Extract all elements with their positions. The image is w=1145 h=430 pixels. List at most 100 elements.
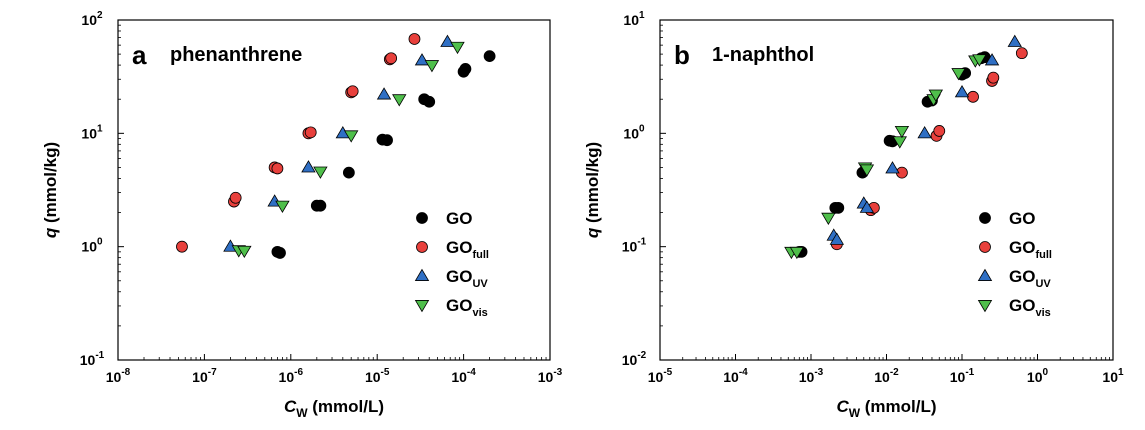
- x-tick-label: 10-3: [799, 367, 824, 385]
- legend-marker: [979, 241, 991, 253]
- y-axis-label: q (mmol/kg): [583, 142, 602, 238]
- data-point: [381, 134, 393, 147]
- data-point: [408, 33, 421, 45]
- x-axis-label: CW (mmol/L): [284, 397, 384, 420]
- y-tick-label: 10-2: [622, 350, 647, 368]
- y-tick-base: 10: [81, 12, 97, 28]
- data-point: [954, 85, 970, 98]
- compound-name: phenanthrene: [170, 44, 302, 66]
- x-tick-label: 10-5: [365, 367, 390, 385]
- legend-label-main: GO: [446, 296, 472, 315]
- data-point: [271, 162, 284, 175]
- series-GOfull: [176, 33, 421, 253]
- x-tick-exponent: -3: [553, 367, 562, 378]
- legend-label: GOUV: [446, 267, 488, 290]
- y-tick-exponent: 1: [97, 123, 103, 134]
- series-GO: [793, 51, 991, 258]
- panel-label: a: [132, 40, 147, 70]
- y-tick-exponent: 2: [97, 10, 103, 21]
- data-point: [894, 125, 910, 139]
- x-tick-label: 10-1: [950, 367, 975, 385]
- x-tick-exponent: -5: [663, 367, 672, 378]
- x-tick-exponent: -5: [381, 367, 390, 378]
- x-tick-base: 10: [723, 369, 739, 385]
- x-axis-label-unit: (mmol/L): [860, 397, 937, 416]
- series-GOvis: [784, 54, 987, 260]
- compound-name: 1-naphthol: [712, 44, 814, 66]
- y-axis-label: q (mmol/kg): [41, 142, 60, 238]
- legend-label: GOvis: [1009, 296, 1051, 319]
- legend-marker: [977, 268, 993, 281]
- data-point: [972, 54, 987, 67]
- y-tick-exponent: -2: [637, 350, 646, 361]
- y-tick-exponent: -1: [637, 237, 646, 248]
- legend-label-main: GO: [446, 238, 472, 257]
- data-point: [176, 240, 188, 253]
- y-axis-label-main: q: [41, 227, 60, 238]
- legend-label-subscript: full: [472, 249, 489, 261]
- data-point: [459, 63, 472, 75]
- y-tick-base: 10: [623, 12, 639, 28]
- x-tick-base: 10: [1102, 369, 1118, 385]
- x-tick-base: 10: [648, 369, 664, 385]
- data-point: [483, 50, 496, 63]
- x-tick-label: 10-7: [192, 367, 217, 385]
- data-point: [237, 245, 252, 259]
- data-point: [928, 89, 944, 102]
- data-point: [314, 199, 327, 212]
- x-tick-base: 10: [106, 369, 122, 385]
- y-tick-base: 10: [81, 239, 97, 255]
- y-tick-label: 10-1: [622, 237, 647, 255]
- x-tick-label: 10-6: [279, 367, 304, 385]
- x-tick-exponent: -6: [294, 367, 303, 378]
- legend-label-subscript: UV: [1035, 278, 1051, 290]
- data-point: [423, 95, 436, 108]
- series-GOUV: [223, 34, 455, 252]
- x-tick-base: 10: [950, 369, 966, 385]
- data-point: [385, 52, 398, 65]
- data-point: [376, 87, 392, 100]
- x-axis-label-subscript: W: [849, 406, 861, 420]
- x-axis-label-unit: (mmol/L): [308, 397, 385, 416]
- legend-label: GOvis: [446, 296, 488, 319]
- data-point: [821, 212, 836, 226]
- data-point: [304, 126, 317, 139]
- data-point: [829, 232, 845, 245]
- x-tick-label: 101: [1102, 367, 1124, 385]
- data-point: [392, 94, 407, 107]
- data-point: [274, 247, 286, 259]
- panel-a: 10-8 10-7 10-6 10-5 10-4 10-310-1100101102CW …: [41, 10, 563, 420]
- y-tick-base: 10: [622, 352, 638, 368]
- x-tick-base: 10: [538, 369, 554, 385]
- x-tick-exponent: -3: [814, 367, 823, 378]
- y-tick-label: 101: [81, 123, 103, 141]
- x-tick-base: 10: [1027, 369, 1043, 385]
- data-point: [1007, 34, 1022, 47]
- data-point: [832, 201, 845, 214]
- legend-label-subscript: UV: [472, 278, 488, 290]
- y-tick-label: 101: [623, 10, 645, 28]
- series-GOfull: [830, 47, 1028, 251]
- legend-label-subscript: vis: [1035, 307, 1050, 319]
- y-tick-label: 102: [81, 10, 103, 28]
- x-tick-base: 10: [874, 369, 890, 385]
- data-point: [414, 53, 430, 66]
- x-tick-label: 10-4: [723, 367, 748, 385]
- y-tick-base: 10: [80, 352, 96, 368]
- data-point: [892, 136, 907, 149]
- x-tick-label: 10-2: [874, 367, 899, 385]
- x-tick-base: 10: [279, 369, 295, 385]
- x-tick-exponent: -4: [467, 367, 476, 378]
- y-tick-exponent: 1: [639, 10, 645, 21]
- x-tick-exponent: 1: [1118, 367, 1124, 378]
- y-axis-label-main: q: [583, 227, 602, 238]
- data-point: [885, 161, 900, 174]
- x-tick-label: 100: [1027, 367, 1049, 385]
- y-tick-exponent: 0: [97, 237, 103, 248]
- legend-label-subscript: vis: [472, 307, 487, 319]
- data-point: [342, 166, 355, 179]
- legend-label-subscript: full: [1035, 249, 1052, 261]
- data-point: [789, 246, 805, 260]
- data-point: [275, 200, 290, 213]
- legend-label-main: GO: [1009, 296, 1035, 315]
